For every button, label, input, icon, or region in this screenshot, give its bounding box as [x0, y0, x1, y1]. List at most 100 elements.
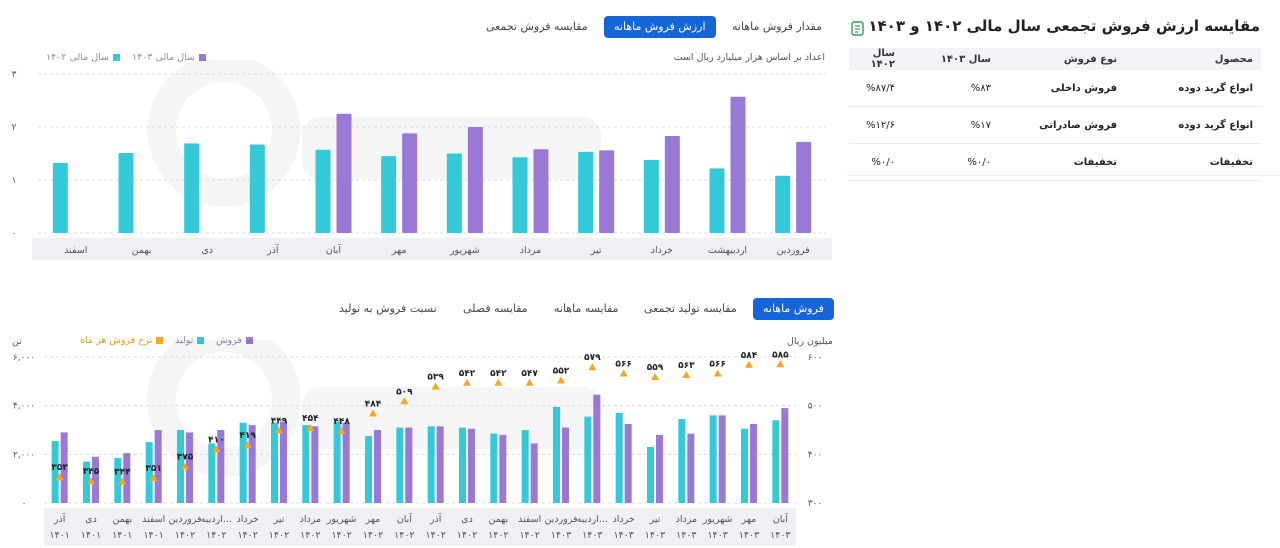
- rate-data-label: ۴۴۹: [271, 416, 288, 426]
- bar-production: [553, 406, 560, 503]
- bar-production: [490, 433, 498, 503]
- x-category-label: اردیبهشت: [708, 245, 747, 256]
- left-axis-unit: تن: [12, 336, 22, 347]
- top-chart-note: اعداد بر اساس هزار میلیارد ریال است: [673, 52, 825, 63]
- x-month-label: مرداد: [300, 514, 321, 525]
- bar-production: [427, 426, 435, 503]
- bar-sales: [499, 434, 507, 503]
- x-year-label: ۱۴۰۲: [175, 530, 195, 541]
- rate-data-label: ۵۸۵: [772, 350, 789, 360]
- bar-sales: [593, 394, 601, 503]
- x-year-label: ۱۴۰۲: [519, 530, 539, 541]
- left-tick-label: ۴,۰۰۰: [13, 402, 35, 412]
- col-1402: سال ۱۴۰۲: [849, 48, 903, 70]
- y-tick-label: ۰: [12, 229, 17, 239]
- cell-1403: %۱۷: [903, 106, 999, 144]
- legend-label: سال مالی ۱۴۰۳: [132, 52, 196, 63]
- cell-product: انواع گرید دوده: [1125, 70, 1261, 107]
- top-tab-2[interactable]: مقایسه فروش تجمعی: [486, 20, 588, 33]
- x-year-label: ۱۴۰۲: [394, 530, 414, 541]
- bar-production: [271, 422, 278, 503]
- rate-marker: [181, 462, 189, 470]
- rate-marker: [275, 426, 283, 434]
- left-tick-label: ۲,۰۰۰: [13, 450, 35, 460]
- bar-1402: [381, 156, 397, 233]
- rate-marker: [87, 477, 95, 485]
- right-tick-label: ۶۰۰: [808, 353, 823, 363]
- bar-sales: [342, 422, 350, 503]
- bottom-legend-item-2[interactable]: فروش: [216, 335, 253, 346]
- top-tab-0[interactable]: مقدار فروش ماهانه: [732, 20, 823, 33]
- bottom-legend-item-0[interactable]: نرخ فروش هر ماه: [80, 335, 164, 346]
- x-year-label: ۱۴۰۱: [81, 530, 101, 541]
- x-axis-band: [32, 238, 832, 260]
- rate-marker: [337, 426, 346, 434]
- bar-1403: [336, 113, 352, 233]
- legend-label: نرخ فروش هر ماه: [80, 335, 153, 346]
- cell-sale-type: فروش صادراتی: [999, 106, 1125, 144]
- table-row: تخفیفات تخفیفات %۰/۰ %۰/۰: [849, 143, 1261, 181]
- x-category-label: بهمن: [132, 245, 152, 256]
- bar-1402: [184, 143, 200, 233]
- bottom-tab-3[interactable]: مقایسه فصلی: [463, 302, 528, 315]
- rate-data-label: ۵۳۹: [427, 373, 444, 383]
- top-legend-item-1[interactable]: سال مالی ۱۴۰۳: [132, 52, 207, 63]
- bar-production: [615, 412, 623, 503]
- rate-data-label: ۴۱۰: [208, 435, 224, 445]
- x-category-label: آبان: [326, 243, 342, 256]
- legend-swatch: [245, 337, 253, 344]
- top-tab-1[interactable]: ارزش فروش ماهانه: [604, 16, 716, 38]
- rate-marker: [243, 441, 252, 449]
- bottom-tab-0[interactable]: فروش ماهانه: [753, 298, 834, 320]
- legend-swatch: [113, 54, 121, 61]
- summary-table: محصول نوع فروش سال ۱۴۰۳ سال ۱۴۰۲ انواع گ…: [849, 48, 1261, 181]
- rate-marker: [431, 382, 440, 390]
- right-axis-unit: میلیون ریال: [787, 336, 833, 347]
- x-year-label: ۱۴۰۲: [300, 530, 320, 541]
- x-month-label: مرداد: [676, 514, 697, 525]
- bar-production: [396, 427, 404, 503]
- bar-1402: [578, 151, 594, 233]
- bottom-tab-1[interactable]: مقایسه تولید تجمعی: [644, 302, 737, 315]
- x-year-label: ۱۴۰۱: [143, 530, 163, 541]
- bar-production: [208, 443, 216, 503]
- x-month-label: خرداد: [237, 514, 259, 525]
- x-category-label: خرداد: [651, 245, 673, 256]
- x-month-label: آبان: [397, 512, 413, 525]
- bar-sales: [562, 427, 569, 503]
- rate-data-label: ۳۵۳: [51, 463, 68, 473]
- bar-production: [333, 421, 341, 503]
- rate-data-label: ۵۰۹: [396, 387, 413, 397]
- cell-sale-type: تخفیفات: [999, 143, 1125, 181]
- bar-sales: [123, 453, 131, 503]
- bar-1403: [599, 150, 615, 233]
- document-icon[interactable]: [851, 21, 864, 36]
- bottom-tab-2[interactable]: مقایسه ماهانه: [554, 302, 619, 315]
- bar-1402: [315, 149, 331, 233]
- x-month-label: آذر: [429, 512, 442, 525]
- x-month-label: تیر: [273, 514, 285, 525]
- bar-1403: [730, 96, 746, 233]
- bar-sales: [436, 426, 444, 503]
- cell-1403: %۰/۰: [903, 143, 999, 181]
- bottom-tab-4[interactable]: نسبت فروش به تولید: [339, 302, 437, 315]
- y-tick-label: ۳: [12, 70, 17, 80]
- bar-production: [459, 427, 466, 503]
- x-month-label: بهمن: [112, 514, 132, 525]
- table-row: انواع گرید دوده فروش صادراتی %۱۷ %۱۲/۶: [849, 106, 1261, 144]
- bottom-legend-item-1[interactable]: تولید: [175, 335, 205, 346]
- rate-data-label: ۵۴۲: [459, 369, 476, 379]
- bar-production: [584, 416, 592, 503]
- bar-production: [51, 440, 59, 503]
- rate-marker: [557, 376, 565, 384]
- rate-data-label: ۵۸۴: [741, 351, 758, 361]
- rate-data-label: ۴۵۴: [302, 414, 319, 424]
- bar-production: [177, 430, 184, 503]
- x-category-label: اسفند: [64, 245, 87, 256]
- x-year-label: ۱۴۰۳: [739, 530, 759, 541]
- x-month-label: فروردین: [168, 514, 201, 525]
- x-year-label: ۱۴۰۱: [49, 530, 69, 541]
- rate-marker: [55, 473, 64, 481]
- left-tick-label: ۰: [22, 499, 27, 509]
- top-legend-item-0[interactable]: سال مالی ۱۴۰۲: [46, 52, 121, 63]
